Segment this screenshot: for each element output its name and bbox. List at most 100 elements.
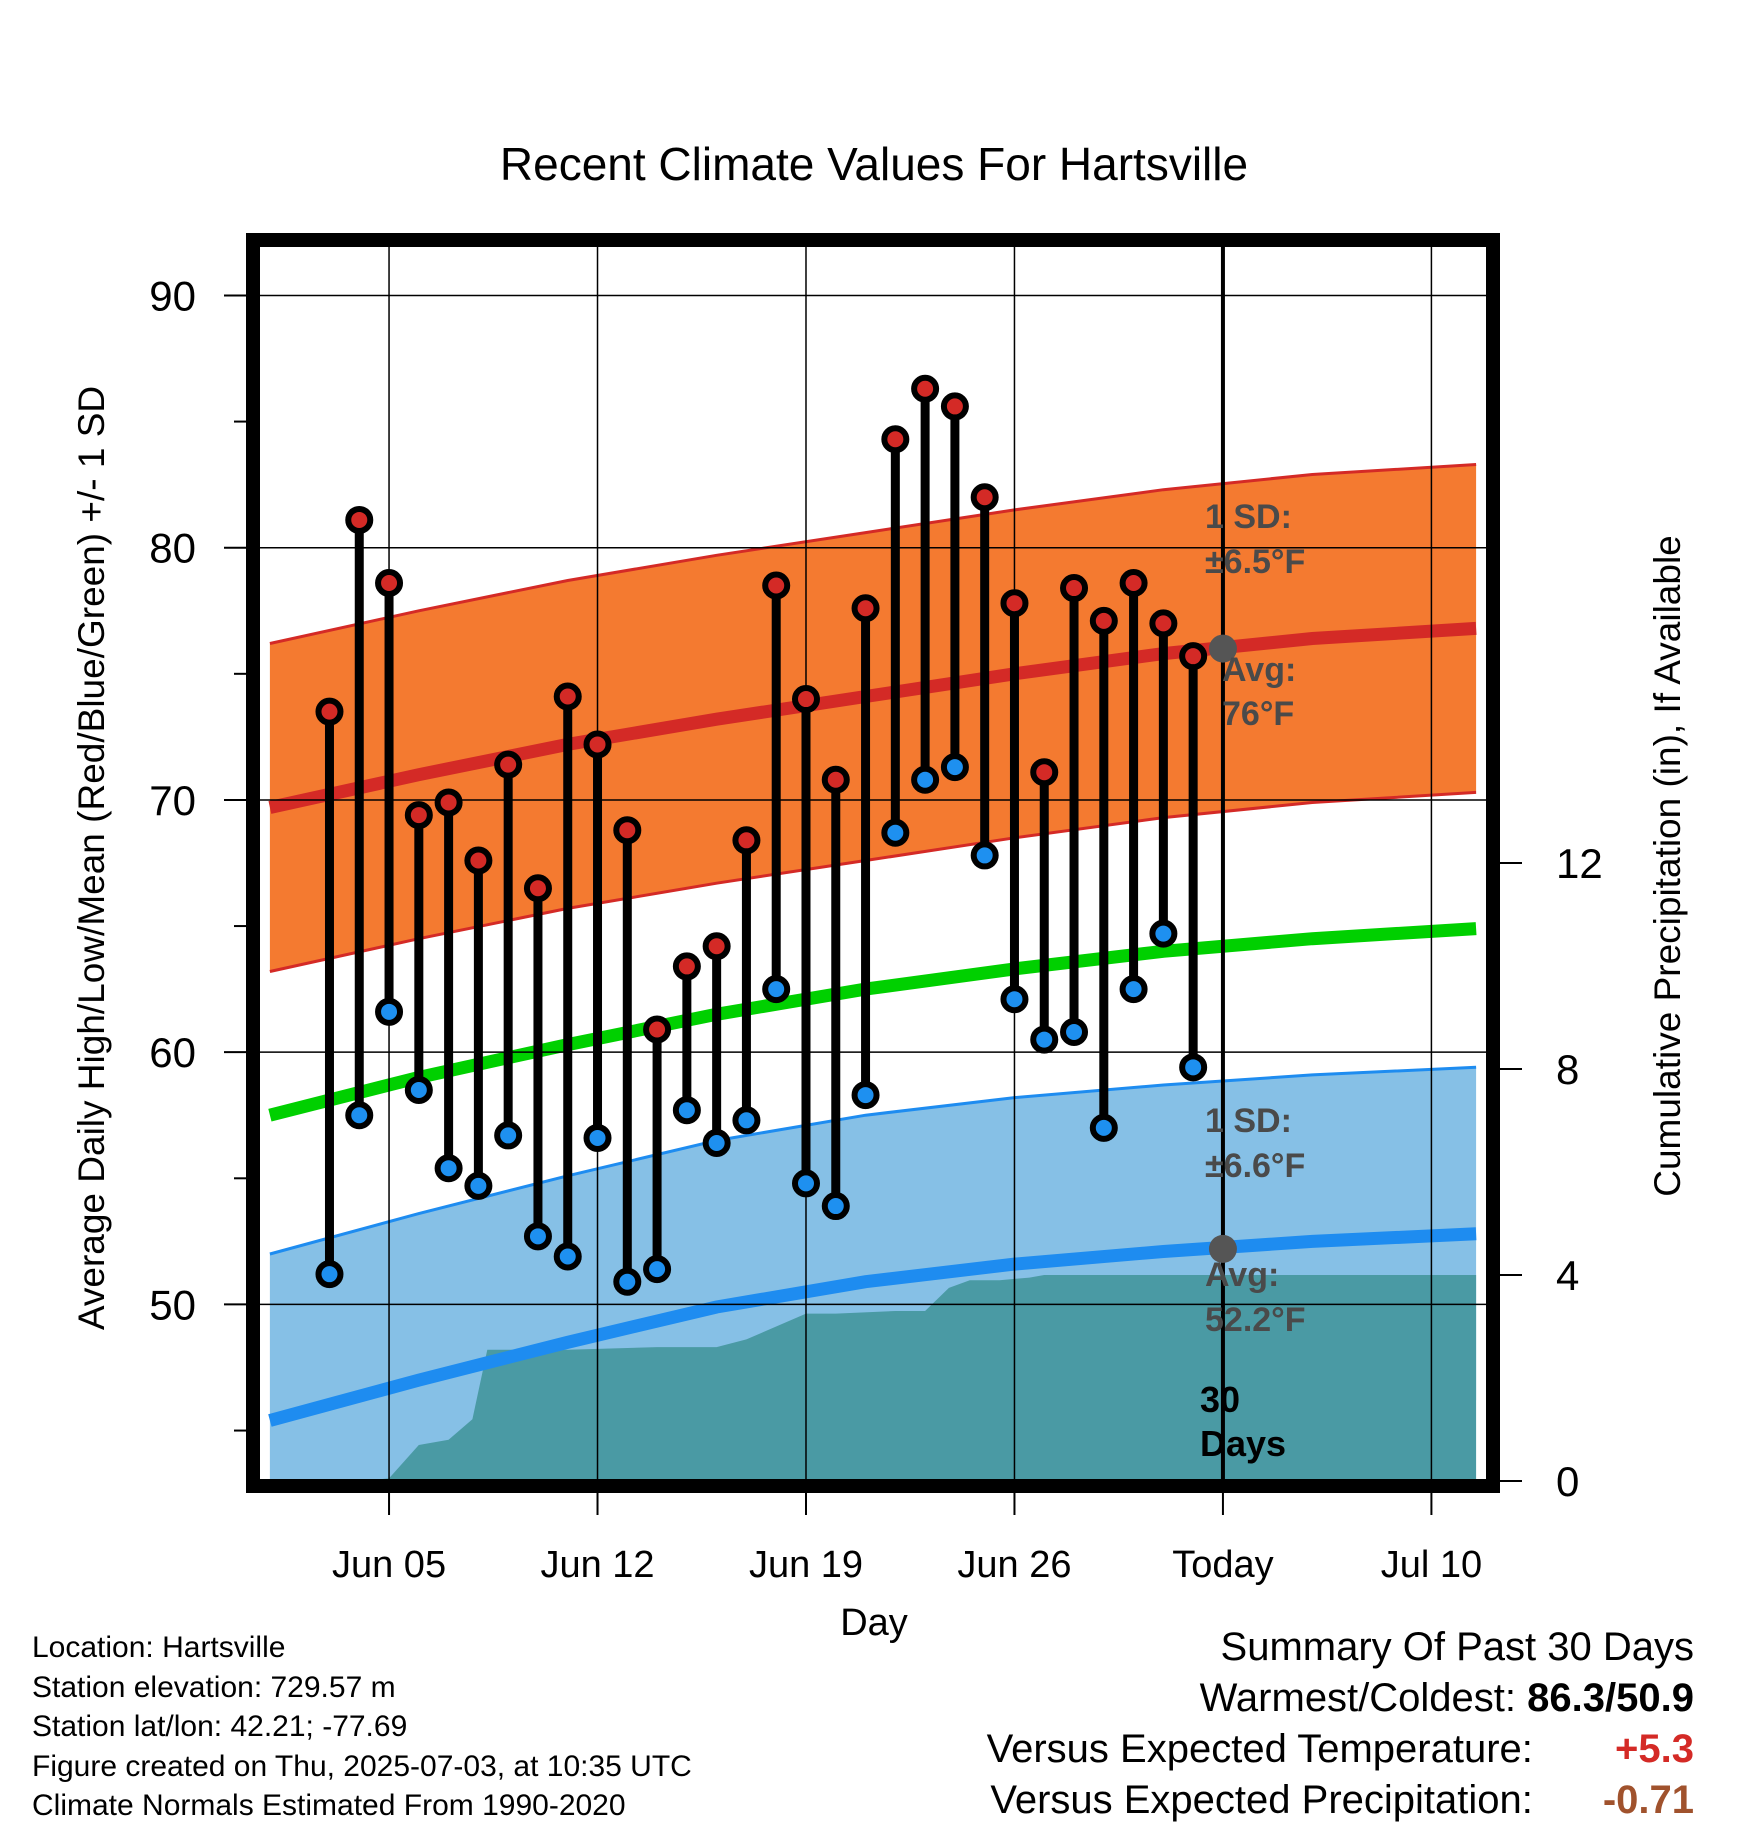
daily-high-point <box>970 483 999 512</box>
normals-text: Climate Normals Estimated From 1990-2020 <box>32 1789 626 1822</box>
latlon-text: Station lat/lon: 42.21; -77.69 <box>32 1710 408 1743</box>
station-info: Location: Hartsville Station elevation: … <box>32 1628 692 1826</box>
daily-low-point <box>791 1169 820 1198</box>
daily-high-point <box>851 594 880 623</box>
daily-low-point <box>1030 1025 1059 1054</box>
warmest-coldest-value: 86.3/50.9 <box>1527 1673 1694 1724</box>
daily-low-point <box>1060 1018 1089 1047</box>
y2-tick-label: 0 <box>1556 1458 1579 1505</box>
daily-high-point <box>375 569 404 598</box>
daily-high-point <box>1030 758 1059 787</box>
daily-low-point <box>672 1096 701 1125</box>
daily-low-point <box>881 818 910 847</box>
low-avg-value: 52.2°F <box>1205 1301 1306 1339</box>
daily-low-point <box>702 1128 731 1157</box>
daily-high-point <box>583 730 612 759</box>
daily-low-point <box>970 841 999 870</box>
daily-high-point <box>464 846 493 875</box>
daily-high-point <box>434 788 463 817</box>
daily-low-point <box>464 1171 493 1200</box>
x-tick-label: Jun 05 <box>332 1544 446 1586</box>
x-axis-label: Day <box>840 1602 908 1644</box>
y2-tick-label: 8 <box>1556 1046 1579 1093</box>
summary-temp: Versus Expected Temperature: +5.3 <box>987 1724 1694 1775</box>
low-sd-value: ±6.6°F <box>1205 1147 1305 1185</box>
daily-low-point <box>613 1267 642 1296</box>
daily-low-point <box>1089 1113 1118 1142</box>
plot-frame <box>246 233 1500 1493</box>
daily-low-point <box>732 1106 761 1135</box>
normal-low-line <box>268 1227 1477 1427</box>
daily-high-point <box>494 750 523 779</box>
daily-high-point <box>345 505 374 534</box>
y2-tick-label: 12 <box>1556 840 1603 887</box>
x-tick-label: Today <box>1172 1544 1273 1586</box>
daily-high-point <box>911 374 940 403</box>
daily-high-point <box>940 392 969 421</box>
daily-high-point <box>613 816 642 845</box>
daily-high-point <box>315 697 344 726</box>
warmest-coldest-label: Warmest/Coldest: <box>1199 1676 1517 1720</box>
y-axis-label: Average Daily High/Low/Mean (Red/Blue/Gr… <box>71 386 112 1330</box>
coldest-value: 50.9 <box>1616 1676 1694 1720</box>
created-text: Figure created on Thu, 2025-07-03, at 10… <box>32 1749 692 1783</box>
daily-low-point <box>315 1260 344 1289</box>
daily-low-point <box>1119 975 1148 1004</box>
x-tick-label: Jul 10 <box>1381 1544 1482 1586</box>
daily-low-point <box>553 1242 582 1271</box>
low-avg-marker <box>1208 1234 1237 1263</box>
value-separator: / <box>1605 1676 1617 1720</box>
daily-high-point <box>404 801 433 830</box>
summary-title: Summary Of Past 30 Days <box>1220 1625 1694 1669</box>
daily-high-point <box>791 685 820 714</box>
y2-axis-label: Cumulative Precipitation (in), If Availa… <box>1647 535 1688 1197</box>
high-sd-value: ±6.5°F <box>1205 543 1305 581</box>
precip-area <box>269 1275 1477 1481</box>
daily-high-point <box>1000 589 1029 618</box>
daily-low-point <box>1149 919 1178 948</box>
daily-high-point <box>523 874 552 903</box>
daily-high-point <box>762 571 791 600</box>
daily-high-point <box>702 932 731 961</box>
location-text: Location: Hartsville <box>32 1631 286 1664</box>
x-tick-label: Jun 26 <box>957 1544 1071 1586</box>
elevation-text: Station elevation: 729.57 m <box>32 1670 396 1704</box>
low-sd-label: 1 SD: <box>1205 1102 1292 1140</box>
daily-high-point <box>553 682 582 711</box>
low-avg-label: Avg: <box>1205 1256 1279 1294</box>
low-sd-upper-edge <box>269 1065 1477 1256</box>
daily-low-point <box>583 1123 612 1152</box>
days-count-label: 30 <box>1200 1379 1240 1420</box>
daily-low-point <box>821 1192 850 1221</box>
precip-label: Versus Expected Precipitation: <box>990 1778 1533 1822</box>
y-tick-label: 80 <box>149 525 196 572</box>
x-tick-label: Jun 12 <box>540 1544 654 1586</box>
daily-low-point <box>345 1101 374 1130</box>
daily-low-point <box>1179 1053 1208 1082</box>
days-word-label: Days <box>1200 1423 1286 1464</box>
daily-high-point <box>672 952 701 981</box>
high-sd-label: 1 SD: <box>1205 498 1292 536</box>
daily-low-point <box>523 1222 552 1251</box>
temp-label: Versus Expected Temperature: <box>986 1727 1533 1771</box>
x-tick-label: Jun 19 <box>749 1544 863 1586</box>
daily-high-point <box>881 425 910 454</box>
temp-value: +5.3 <box>1615 1727 1694 1771</box>
daily-high-point <box>732 826 761 855</box>
daily-high-point <box>1179 642 1208 671</box>
daily-low-point <box>643 1255 672 1284</box>
daily-high-point <box>1149 609 1178 638</box>
daily-high-point <box>1119 569 1148 598</box>
daily-low-point <box>940 753 969 782</box>
high-avg-label: Avg: <box>1222 651 1296 689</box>
daily-low-point <box>434 1154 463 1183</box>
summary-panel: Summary Of Past 30 Days Warmest/Coldest:… <box>987 1622 1694 1826</box>
y-tick-label: 60 <box>149 1029 196 1076</box>
daily-low-point <box>404 1076 433 1105</box>
chart-title: Recent Climate Values For Hartsville <box>500 138 1248 190</box>
summary-precip: Versus Expected Precipitation: -0.71 <box>987 1775 1694 1826</box>
y-tick-label: 50 <box>149 1281 196 1328</box>
daily-high-point <box>1060 574 1089 603</box>
daily-high-point <box>821 765 850 794</box>
precip-value: -0.71 <box>1602 1778 1694 1822</box>
